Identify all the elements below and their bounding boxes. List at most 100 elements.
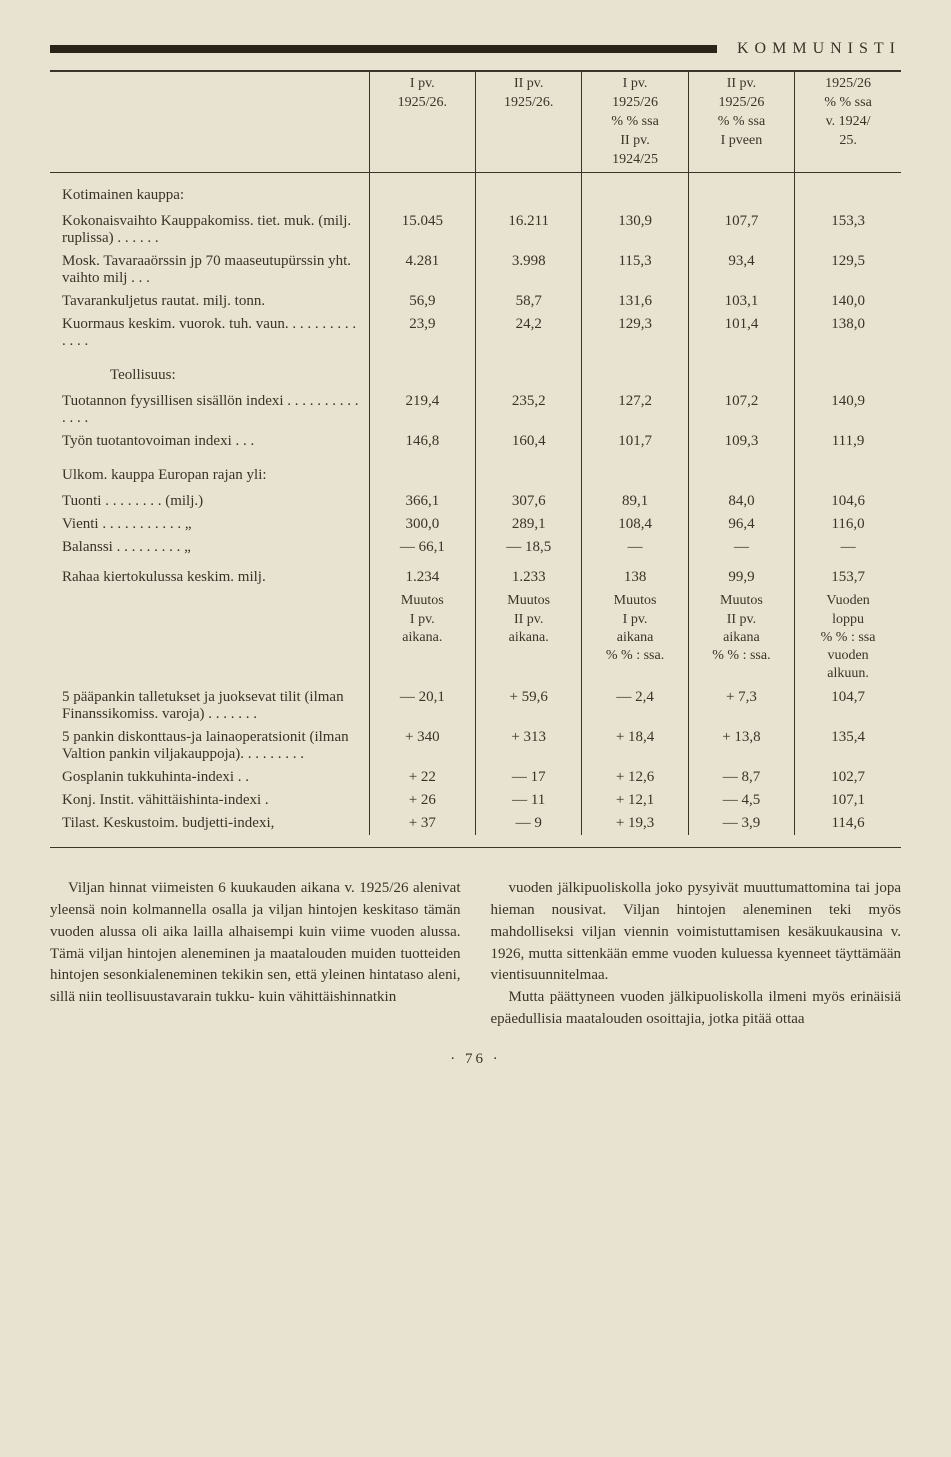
paragraph: Viljan hinnat viimeisten 6 kuukauden aik…: [50, 878, 461, 1009]
cell: 1.233: [476, 559, 582, 589]
table-row: Mosk. Tavaraaörssin jp 70 maaseutupürssi…: [50, 250, 901, 290]
cell: 101,7: [582, 430, 688, 453]
row-label: Balanssi . . . . . . . . . „: [50, 536, 369, 559]
table-row: Tavarankuljetus rautat. milj. tonn.56,95…: [50, 290, 901, 313]
row-label: 5 pankin diskonttaus-ja lainaoperatsioni…: [50, 726, 369, 766]
paragraph: Mutta päättyneen vuoden jälkipuoliskolla…: [491, 987, 902, 1031]
section-title-row: Ulkom. kauppa Europan rajan yli:: [50, 453, 901, 490]
cell: 102,7: [795, 766, 901, 789]
cell: —: [688, 536, 794, 559]
paragraph: vuoden jälkipuoliskolla joko pysyivät mu…: [491, 878, 902, 987]
cell: 153,3: [795, 210, 901, 250]
cell: 89,1: [582, 490, 688, 513]
subheader-row: Muutos I pv. aikana. Muutos II pv. aikan…: [50, 589, 901, 686]
table-row: Kokonaisvaihto Kauppakomiss. tiet. muk. …: [50, 210, 901, 250]
table-row: Balanssi . . . . . . . . . „— 66,1— 18,5…: [50, 536, 901, 559]
cell: 289,1: [476, 513, 582, 536]
cell: + 12,6: [582, 766, 688, 789]
cell: 111,9: [795, 430, 901, 453]
cell: 104,7: [795, 686, 901, 726]
row-label: 5 pääpankin talletukset ja juoksevat til…: [50, 686, 369, 726]
cell: 129,3: [582, 313, 688, 353]
cell: 1.234: [369, 559, 475, 589]
cell: + 18,4: [582, 726, 688, 766]
row-label: Tavarankuljetus rautat. milj. tonn.: [50, 290, 369, 313]
table-row: 5 pankin diskonttaus-ja lainaoperatsioni…: [50, 726, 901, 766]
cell: 366,1: [369, 490, 475, 513]
cell: + 22: [369, 766, 475, 789]
cell: + 12,1: [582, 789, 688, 812]
cell: 108,4: [582, 513, 688, 536]
cell: 116,0: [795, 513, 901, 536]
section-title: Ulkom. kauppa Europan rajan yli:: [50, 453, 369, 490]
cell: 235,2: [476, 390, 582, 430]
col-header: I pv. 1925/26 % % ssa II pv. 1924/25: [582, 72, 688, 173]
cell: 84,0: [688, 490, 794, 513]
table-row: Gosplanin tukkuhinta-indexi . .+ 22— 17+…: [50, 766, 901, 789]
subcol-header: Muutos I pv. aikana % % : ssa.: [582, 589, 688, 686]
cell: 3.998: [476, 250, 582, 290]
subcol-header: Muutos II pv. aikana.: [476, 589, 582, 686]
cell: 115,3: [582, 250, 688, 290]
cell: 96,4: [688, 513, 794, 536]
cell: 160,4: [476, 430, 582, 453]
row-label: Työn tuotantovoiman indexi . . .: [50, 430, 369, 453]
cell: — 9: [476, 812, 582, 835]
row-label: Tilast. Keskustoim. budjetti-indexi,: [50, 812, 369, 835]
cell: 4.281: [369, 250, 475, 290]
table-row: Tuonti . . . . . . . . (milj.)366,1307,6…: [50, 490, 901, 513]
body-text: Viljan hinnat viimeisten 6 kuukauden aik…: [50, 878, 901, 1030]
cell: 307,6: [476, 490, 582, 513]
row-label: Tuonti . . . . . . . . (milj.): [50, 490, 369, 513]
table-row: 5 pääpankin talletukset ja juoksevat til…: [50, 686, 901, 726]
cell: — 17: [476, 766, 582, 789]
cell: + 13,8: [688, 726, 794, 766]
cell: 129,5: [795, 250, 901, 290]
row-label: Mosk. Tavaraaörssin jp 70 maaseutupürssi…: [50, 250, 369, 290]
table-row: Tilast. Keskustoim. budjetti-indexi,+ 37…: [50, 812, 901, 835]
table-row: Kuormaus keskim. vuorok. tuh. vaun. . . …: [50, 313, 901, 353]
cell: 103,1: [688, 290, 794, 313]
cell: 99,9: [688, 559, 794, 589]
row-label: Tuotannon fyysillisen sisällön indexi . …: [50, 390, 369, 430]
header-bar: [50, 45, 717, 53]
cell: 300,0: [369, 513, 475, 536]
header-rule: KOMMUNISTI: [50, 40, 901, 58]
cell: 146,8: [369, 430, 475, 453]
cell: 107,7: [688, 210, 794, 250]
row-label: Vienti . . . . . . . . . . . „: [50, 513, 369, 536]
cell: + 313: [476, 726, 582, 766]
cell: 131,6: [582, 290, 688, 313]
col-header: I pv. 1925/26.: [369, 72, 475, 173]
cell: 138,0: [795, 313, 901, 353]
section-title-row: Kotimainen kauppa:: [50, 173, 901, 211]
cell: 127,2: [582, 390, 688, 430]
cell: 93,4: [688, 250, 794, 290]
subcol-header: Muutos II pv. aikana % % : ssa.: [688, 589, 794, 686]
subcol-header: Vuoden loppu % % : ssa vuoden alkuun.: [795, 589, 901, 686]
page-number: · 76 ·: [50, 1051, 901, 1068]
cell: 140,9: [795, 390, 901, 430]
cell: + 37: [369, 812, 475, 835]
row-label: Konj. Instit. vähittäishinta-indexi .: [50, 789, 369, 812]
subcol-header: Muutos I pv. aikana.: [369, 589, 475, 686]
row-label: Gosplanin tukkuhinta-indexi . .: [50, 766, 369, 789]
cell: 114,6: [795, 812, 901, 835]
cell: 107,1: [795, 789, 901, 812]
row-label: Kokonaisvaihto Kauppakomiss. tiet. muk. …: [50, 210, 369, 250]
section-title: Kotimainen kauppa:: [50, 173, 369, 211]
section-title: Teollisuus:: [50, 353, 369, 390]
table-row: Työn tuotantovoiman indexi . . .146,8160…: [50, 430, 901, 453]
cell: — 8,7: [688, 766, 794, 789]
cell: 101,4: [688, 313, 794, 353]
cell: 130,9: [582, 210, 688, 250]
section-title-row: Teollisuus:: [50, 353, 901, 390]
table-row: Rahaa kiertokulussa keskim. milj. 1.234 …: [50, 559, 901, 589]
cell: 23,9: [369, 313, 475, 353]
cell: — 11: [476, 789, 582, 812]
cell: — 66,1: [369, 536, 475, 559]
cell: 58,7: [476, 290, 582, 313]
cell: — 18,5: [476, 536, 582, 559]
cell: — 20,1: [369, 686, 475, 726]
cell: + 19,3: [582, 812, 688, 835]
